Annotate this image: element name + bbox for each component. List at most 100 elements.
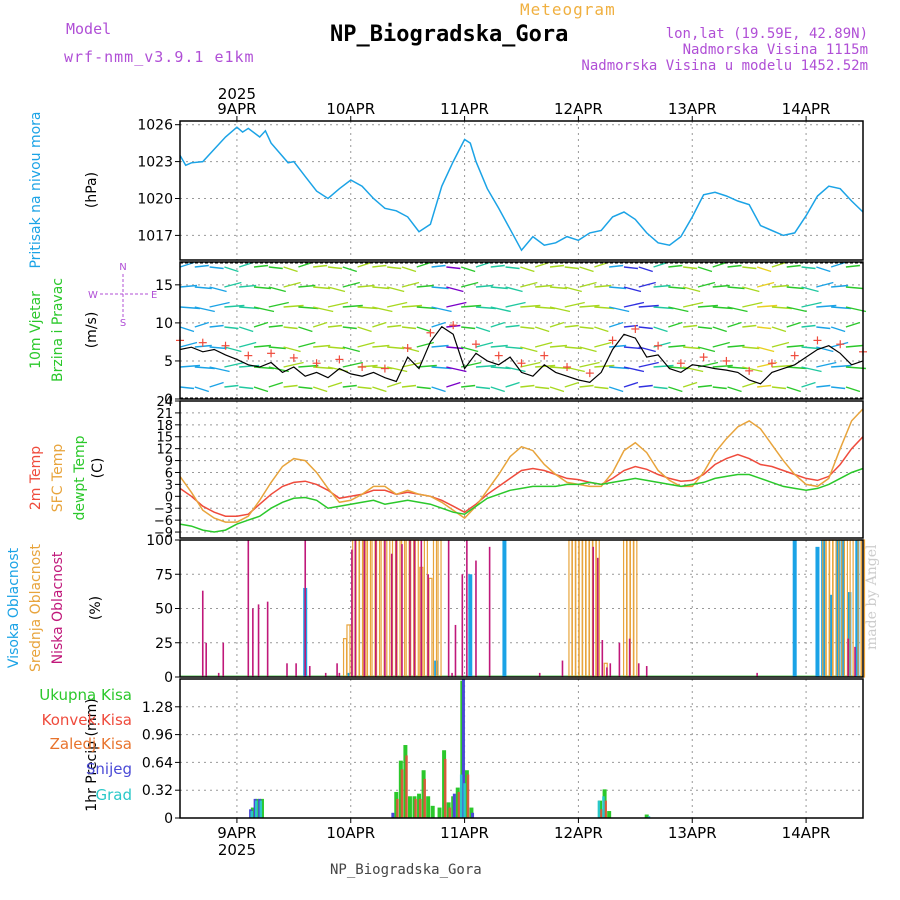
wind-arrow: [372, 386, 387, 393]
wind-arrow: [283, 361, 304, 368]
wind-arrow: [416, 341, 434, 348]
low-cloud-bar: [395, 540, 398, 677]
year-label-top: 2025: [218, 85, 256, 103]
x-label-top: 11APR: [440, 100, 489, 118]
mid-cloud-bar: [849, 539, 854, 678]
low-cloud-bar: [637, 663, 640, 677]
conv-precip-bar: [418, 798, 422, 818]
mid-cloud-bar: [578, 539, 583, 678]
wind-arrow: [831, 364, 852, 368]
low-cloud-bar: [409, 540, 411, 677]
wind-arrow: [446, 381, 461, 388]
x-label-top: 10APR: [326, 100, 375, 118]
ytick-label: 21: [156, 407, 173, 422]
low-cloud-bar: [854, 646, 856, 677]
wind-arrow: [416, 284, 434, 288]
precip-legend-item: Ukupna Kisa: [39, 686, 132, 704]
wind-arrow: [727, 386, 742, 393]
wind-arrow: [801, 366, 822, 373]
conv-precip-bar: [423, 778, 426, 818]
ytick-label: 15: [156, 431, 173, 446]
wind-arrow: [239, 386, 254, 390]
wind-arrow: [298, 326, 313, 333]
wind-arrow: [683, 324, 698, 328]
wind-arrow: [786, 344, 804, 348]
wind-arrow: [786, 386, 801, 393]
wind-arrow: [416, 261, 431, 268]
conv-precip-bar: [400, 769, 404, 818]
wind-arrow: [697, 346, 716, 353]
mid-cloud-bar: [843, 539, 849, 678]
wind-arrow: [830, 326, 846, 333]
wind-arrow: [298, 306, 319, 310]
ytick-label: 0.96: [142, 728, 173, 744]
wind-arrow: [268, 346, 286, 350]
wind-arrow: [534, 326, 550, 333]
wind-arrow: [283, 266, 298, 273]
wind-arrow: [327, 301, 349, 308]
wind-arrow: [490, 321, 505, 328]
snow-bar: [391, 812, 395, 818]
wind-arrow: [268, 381, 284, 388]
snow-bar: [452, 793, 456, 818]
wind-arrow: [401, 266, 417, 273]
high-cloud-bar: [855, 540, 860, 677]
hail-bar: [597, 800, 601, 818]
wind-arrow: [682, 286, 701, 293]
wind-arrow: [712, 326, 727, 333]
wind-arrow: [564, 366, 585, 373]
pressure-unit: (hPa): [84, 172, 100, 208]
low-cloud-bar: [592, 546, 595, 677]
gust-markers: [176, 321, 867, 378]
wind-arrow: [505, 286, 523, 293]
wind-arrow: [283, 384, 298, 388]
wind-arrow: [298, 386, 313, 390]
ytick-label: 0: [164, 670, 173, 686]
mid-cloud-bar: [386, 539, 391, 678]
wind-arrow: [638, 304, 659, 308]
conv-precip-bar: [599, 809, 603, 818]
wind-arrow: [653, 364, 674, 368]
mid-cloud-bar: [428, 577, 433, 678]
station-title: NP_Biogradska_Gora: [330, 22, 569, 47]
meteogram-label: Meteogram: [520, 0, 616, 19]
ytick-label: 10: [155, 316, 173, 332]
ytick-label: 1023: [137, 155, 173, 171]
yticks-precip: 0 0.32 0.64 0.96 1.28: [142, 700, 180, 827]
wind-arrow: [194, 321, 210, 328]
wind-arrow: [342, 361, 363, 368]
wind-arrow: [387, 346, 405, 350]
low-cloud-bar: [451, 672, 453, 677]
ytick-label: 0: [164, 392, 173, 408]
wind-arrow: [313, 344, 331, 348]
wind-arrow: [742, 381, 757, 388]
low-cloud-bar: [266, 601, 269, 677]
wind-arrow: [668, 344, 686, 348]
wind-arrow: [638, 326, 653, 330]
wind-arrow: [431, 321, 446, 328]
wind-arrow: [682, 301, 704, 308]
precip-unit: 1hr Precip (mm): [84, 698, 100, 811]
wind-arrow: [845, 344, 863, 348]
precip-legend-item: Konvek.Kisa: [42, 711, 132, 729]
temp-axis-title-3: dewpt Temp: [72, 435, 88, 520]
wind-arrow: [668, 264, 683, 268]
wind-arrow: [594, 284, 612, 288]
conv-precip-bar: [414, 798, 417, 818]
wind-arrow: [475, 306, 497, 310]
wind-arrow: [742, 301, 763, 308]
wind-arrow: [372, 264, 387, 268]
wind-arrow: [253, 366, 275, 370]
snow-bar: [471, 812, 475, 818]
wind-arrow: [697, 304, 718, 308]
wind-arrow: [757, 326, 772, 330]
ytick-label: −9: [154, 526, 173, 541]
mid-cloud-bar: [414, 539, 419, 678]
wind-arrow: [683, 266, 698, 270]
x-label-top: 13APR: [668, 100, 717, 118]
wind-arrow: [372, 321, 387, 328]
mid-cloud-bar: [355, 539, 360, 678]
wind-arrow: [209, 286, 227, 293]
low-cloud-bar: [645, 666, 648, 677]
mid-cloud-bar: [380, 539, 385, 678]
